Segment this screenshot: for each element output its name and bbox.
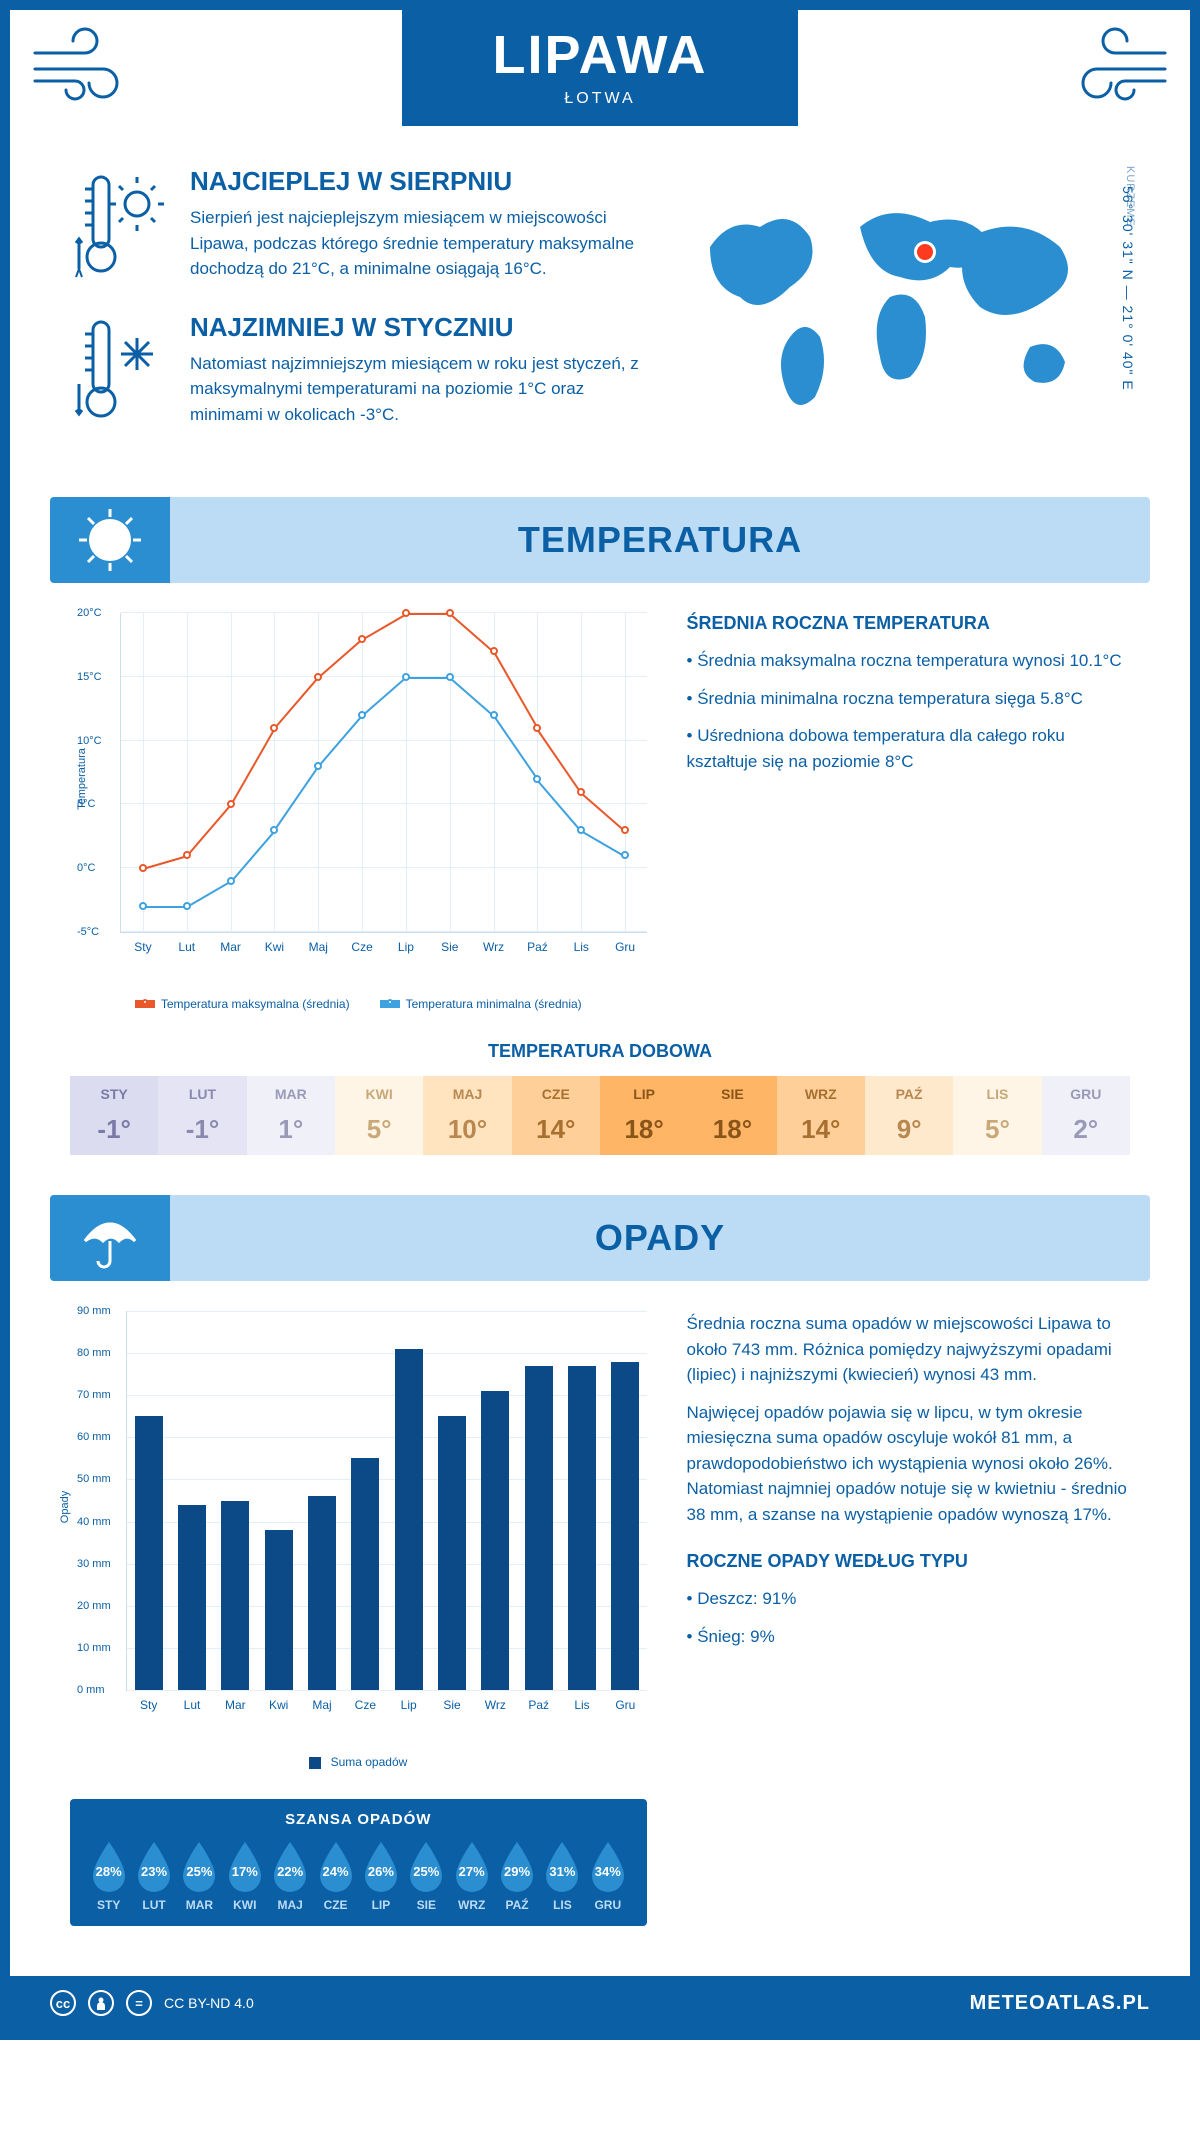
temperature-info: ŚREDNIA ROCZNA TEMPERATURA • Średnia mak… xyxy=(687,613,1130,1011)
rain-chance-panel: SZANSA OPADÓW 28%STY23%LUT25%MAR17%KWI22… xyxy=(70,1799,647,1926)
precip-content: Opady 0 mm10 mm20 mm30 mm40 mm50 mm60 mm… xyxy=(10,1281,1190,1946)
temperature-banner: TEMPERATURA xyxy=(50,497,1150,583)
avg-temp-bullet-2: • Średnia minimalna roczna temperatura s… xyxy=(687,686,1130,712)
umbrella-icon xyxy=(50,1195,170,1281)
coldest-block: NAJZIMNIEJ W STYCZNIU Natomiast najzimni… xyxy=(70,312,640,428)
avg-temp-heading: ŚREDNIA ROCZNA TEMPERATURA xyxy=(687,613,1130,634)
coldest-text: Natomiast najzimniejszym miesiącem w rok… xyxy=(190,351,640,428)
page: LIPAWA ŁOTWA xyxy=(0,0,1200,2040)
wind-icon-right xyxy=(1040,10,1190,120)
page-title: LIPAWA xyxy=(492,24,707,86)
precip-bar-chart: Opady 0 mm10 mm20 mm30 mm40 mm50 mm60 mm… xyxy=(126,1311,647,1691)
world-map: KURZEME 56° 30' 31" N — 21° 0' 40" E xyxy=(670,166,1130,457)
intro-text-column: NAJCIEPLEJ W SIERPNIU Sierpień jest najc… xyxy=(70,166,640,457)
cc-icon: cc xyxy=(50,1990,76,2016)
coldest-title: NAJZIMNIEJ W STYCZNIU xyxy=(190,312,640,343)
avg-temp-bullet-1: • Średnia maksymalna roczna temperatura … xyxy=(687,648,1130,674)
precip-para-1: Średnia roczna suma opadów w miejscowośc… xyxy=(687,1311,1130,1388)
wind-icon-left xyxy=(10,10,160,120)
daily-temp-heading: TEMPERATURA DOBOWA xyxy=(10,1041,1190,1062)
header: LIPAWA ŁOTWA xyxy=(10,10,1190,126)
thermometer-sun-icon xyxy=(70,166,170,282)
temperature-line-chart: Temperatura -5°C0°C5°C10°C15°C20°CStyLut… xyxy=(120,613,647,933)
nd-icon: = xyxy=(126,1990,152,2016)
temperature-content: Temperatura -5°C0°C5°C10°C15°C20°CStyLut… xyxy=(10,583,1190,1031)
page-subtitle: ŁOTWA xyxy=(492,90,707,108)
avg-temp-bullet-3: • Uśredniona dobowa temperatura dla całe… xyxy=(687,723,1130,774)
footer-site: METEOATLAS.PL xyxy=(970,1992,1150,2015)
title-banner: LIPAWA ŁOTWA xyxy=(402,10,797,126)
temperature-title: TEMPERATURA xyxy=(170,519,1150,561)
footer-license: cc = CC BY-ND 4.0 xyxy=(50,1990,254,2016)
temperature-chart-column: Temperatura -5°C0°C5°C10°C15°C20°CStyLut… xyxy=(70,613,647,1011)
precip-type-heading: ROCZNE OPADY WEDŁUG TYPU xyxy=(687,1551,1130,1572)
precip-title: OPADY xyxy=(170,1217,1150,1259)
precip-type-rain: • Deszcz: 91% xyxy=(687,1586,1130,1612)
legend-swatch xyxy=(309,1757,321,1769)
precip-y-axis-label: Opady xyxy=(59,1490,71,1522)
sun-icon xyxy=(50,497,170,583)
rain-chance-heading: SZANSA OPADÓW xyxy=(86,1811,631,1828)
precip-chart-column: Opady 0 mm10 mm20 mm30 mm40 mm50 mm60 mm… xyxy=(70,1311,647,1926)
precip-type-snow: • Śnieg: 9% xyxy=(687,1624,1130,1650)
by-icon xyxy=(88,1990,114,2016)
precip-banner: OPADY xyxy=(50,1195,1150,1281)
warmest-title: NAJCIEPLEJ W SIERPNIU xyxy=(190,166,640,197)
thermometer-snow-icon xyxy=(70,312,170,428)
license-text: CC BY-ND 4.0 xyxy=(164,1995,254,2011)
warmest-block: NAJCIEPLEJ W SIERPNIU Sierpień jest najc… xyxy=(70,166,640,282)
intro-section: NAJCIEPLEJ W SIERPNIU Sierpień jest najc… xyxy=(10,126,1190,477)
daily-temp-table: STY-1°LUT-1°MAR1°KWI5°MAJ10°CZE14°LIP18°… xyxy=(70,1076,1130,1155)
warmest-text: Sierpień jest najcieplejszym miesiącem w… xyxy=(190,205,640,282)
rain-drops-row: 28%STY23%LUT25%MAR17%KWI22%MAJ24%CZE26%L… xyxy=(86,1840,631,1912)
coordinates-label: 56° 30' 31" N — 21° 0' 40" E xyxy=(1120,186,1136,391)
temperature-legend: Temperatura maksymalna (średnia)Temperat… xyxy=(70,997,647,1011)
precip-info: Średnia roczna suma opadów w miejscowośc… xyxy=(687,1311,1130,1926)
footer: cc = CC BY-ND 4.0 METEOATLAS.PL xyxy=(10,1976,1190,2030)
precip-legend: Suma opadów xyxy=(70,1755,647,1769)
precip-para-2: Najwięcej opadów pojawia się w lipcu, w … xyxy=(687,1400,1130,1528)
precip-legend-label: Suma opadów xyxy=(331,1755,408,1769)
